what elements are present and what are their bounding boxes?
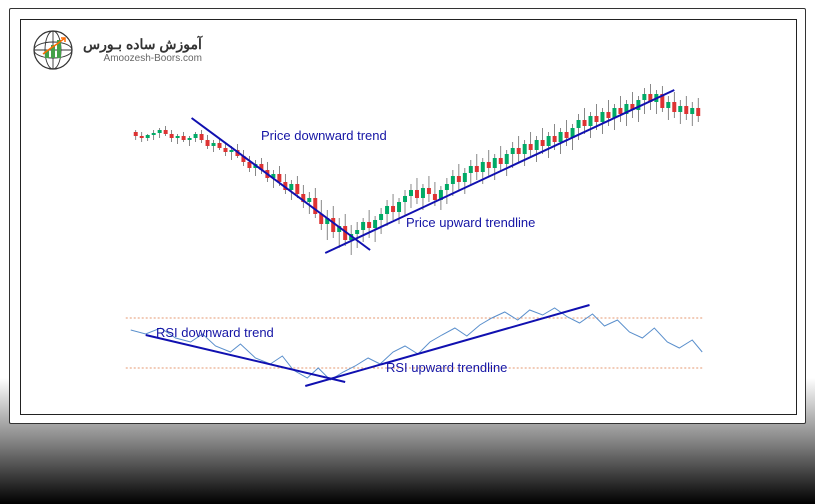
main-chart-svg [36, 70, 781, 410]
price-downward-label: Price downward trend [261, 128, 387, 143]
rsi-downward-label: RSI downward trend [156, 325, 274, 340]
globe-chart-icon [31, 28, 75, 72]
price-upward-label: Price upward trendline [406, 215, 535, 230]
rsi-trendlines-group [146, 305, 590, 386]
outer-frame: آموزش ساده بـورس Amoozesh-Boors.com Pric… [9, 8, 806, 424]
brand-logo: آموزش ساده بـورس Amoozesh-Boors.com [31, 28, 202, 72]
logo-english-text: Amoozesh-Boors.com [104, 53, 202, 64]
logo-arabic-text: آموزش ساده بـورس [83, 36, 202, 53]
chart-area: Price downward trend Price upward trendl… [36, 70, 781, 410]
rsi-upward-label: RSI upward trendline [386, 360, 507, 375]
chart-container: آموزش ساده بـورس Amoozesh-Boors.com Pric… [20, 19, 797, 415]
logo-text: آموزش ساده بـورس Amoozesh-Boors.com [83, 36, 202, 64]
